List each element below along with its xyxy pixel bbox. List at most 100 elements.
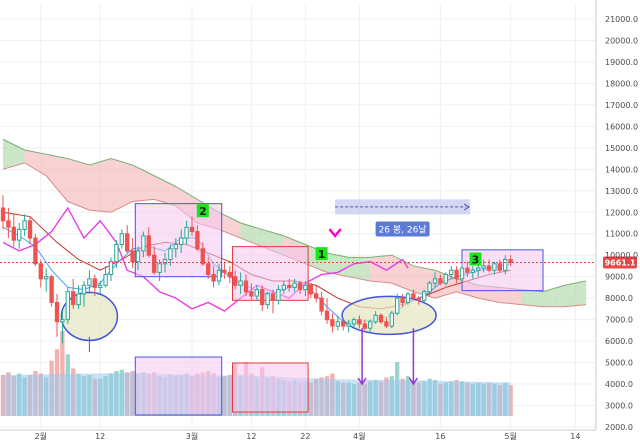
price-tick-label: 4000.0 [605,380,633,389]
candle-up [184,226,189,239]
price-tick-label: 2000.0 [605,423,633,432]
candle-up [216,269,222,282]
cloud-segment [154,175,160,201]
price-tick-label: 8000.0 [605,294,633,303]
candle-up [395,297,400,314]
candle-up [76,293,81,306]
cloud-segment [121,161,128,207]
cloud-segment [127,163,133,205]
candle-up [173,243,178,250]
candle-down [438,278,443,284]
cloud-segment [111,158,117,213]
time-tick-label: 4월 [353,431,365,441]
candle-down [92,278,97,288]
cloud-segment [370,256,376,282]
price-tick-label: 5000.0 [605,359,633,368]
candle-up [503,259,508,271]
cloud-segment [40,153,47,176]
candle-down [378,314,384,323]
candle-down [195,231,200,250]
price-tick-label: 19000.0 [605,58,638,67]
candle-up [470,269,475,273]
candle-down [297,282,303,291]
cloud-segment [499,287,506,303]
volume-bar [0,374,6,416]
cloud-segment [354,257,360,279]
candle-down [270,293,276,301]
time-tick-label: 3월 [186,431,198,441]
pattern-label-text: 1 [318,248,326,261]
candle-down [200,248,205,265]
cloud-segment [3,139,9,170]
candle-up [135,250,141,263]
candle-down [0,207,6,222]
cloud-segment [229,217,236,236]
candle-up [238,280,243,286]
cloud-segment [580,280,587,306]
cloud-segment [67,158,74,204]
cloud-segment [267,231,273,251]
cloud-segment [148,173,155,200]
cloud-segment [8,141,14,168]
volume-box-blue [134,356,223,416]
cloud-segment [310,246,317,269]
candle-down [454,269,459,280]
cloud-segment [532,290,538,307]
cloud-segment [564,284,570,307]
annotation-overlay: 9661.1 2 1 3 26 봉, 26날 [0,204,637,386]
price-tick-label: 12000.0 [605,208,638,217]
cloud-segment [402,260,408,290]
current-price-tag [603,256,637,269]
candle-up [481,265,486,269]
cloud-segment [165,181,171,205]
time-tick-label: 5월 [504,431,516,441]
candle-up [114,243,119,263]
price-tick-label: 7000.0 [605,316,633,325]
candle-up [22,220,27,230]
cloud-segment [391,255,398,286]
candle-down [71,291,76,306]
volume-box-red [232,362,309,413]
bottom-ellipse-right [341,295,437,336]
candle-down [416,297,421,301]
cloud-segment [240,223,246,241]
cloud-segment [256,227,263,247]
cloud-segment [132,165,138,202]
candle-down [324,310,330,321]
candle-down [125,233,130,252]
candle-down [6,220,11,228]
candle-up [292,282,297,288]
candle-up [98,284,103,288]
candle-down [222,269,227,273]
candle-down [357,319,362,325]
candle-down [330,319,335,327]
pattern-label-text: 3 [472,254,480,267]
cloud-segment [116,160,122,210]
candle-up [265,293,270,306]
cloud-segment [505,287,511,304]
candle-up [335,321,340,327]
pattern-label-box [196,204,209,218]
candle-up [60,319,65,323]
candle-down [400,297,405,303]
cloud-segment [343,256,349,277]
candle-up [157,263,162,273]
candle-up [346,323,351,327]
candle-down [486,265,492,271]
candle-down [465,267,470,273]
cloud-segment [138,167,144,201]
candle-down [233,276,238,286]
cloud-segment [246,224,252,243]
candle-up [373,314,378,323]
cloud-segment [235,220,241,239]
price-tick-label: 17000.0 [605,101,638,110]
current-price-tag-label: 9661.1 [605,258,636,267]
candle-down [384,321,389,327]
candle-down [206,263,211,276]
cloud-segment [51,155,57,189]
pattern-box-1 [232,246,309,301]
cloud-segment [84,163,90,211]
cloud-segment [62,157,68,202]
